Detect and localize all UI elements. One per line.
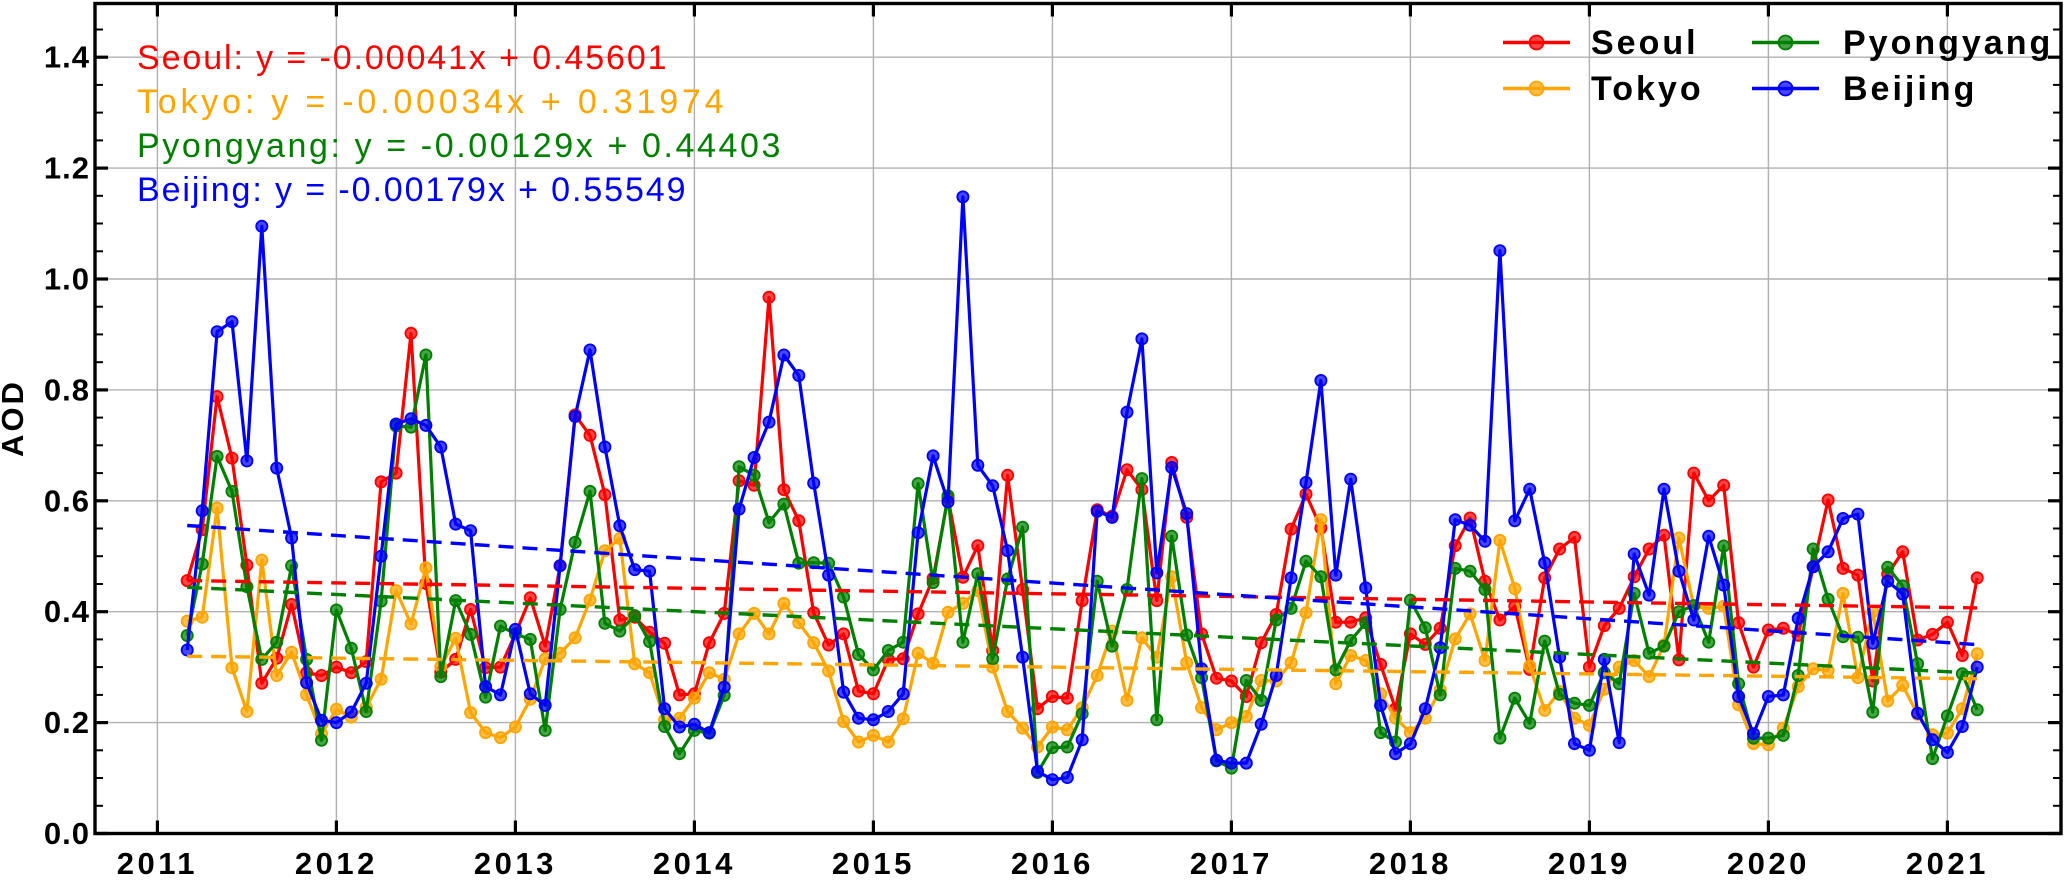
- svg-text:1.2: 1.2: [44, 151, 90, 186]
- svg-text:Tokyo: Tokyo: [1591, 70, 1704, 108]
- svg-text:2017: 2017: [1190, 846, 1273, 875]
- svg-text:0.2: 0.2: [44, 705, 90, 740]
- svg-text:2012: 2012: [295, 846, 378, 875]
- svg-text:2015: 2015: [832, 846, 915, 875]
- svg-text:Seoul: Seoul: [1591, 24, 1699, 62]
- svg-text:2016: 2016: [1011, 846, 1094, 875]
- svg-text:1.4: 1.4: [44, 40, 90, 75]
- svg-text:1.0: 1.0: [44, 262, 90, 297]
- svg-text:2013: 2013: [474, 846, 557, 875]
- svg-text:Tokyo: y = -0.00034x + 0.31974: Tokyo: y = -0.00034x + 0.31974: [137, 83, 727, 121]
- svg-text:Beijing: y = -0.00179x + 0.555: Beijing: y = -0.00179x + 0.55549: [137, 171, 687, 209]
- svg-text:0.4: 0.4: [44, 594, 90, 629]
- svg-text:2018: 2018: [1369, 846, 1452, 875]
- svg-text:0.6: 0.6: [44, 483, 90, 518]
- svg-text:Pyongyang: y = -0.00129x + 0.4: Pyongyang: y = -0.00129x + 0.44403: [137, 127, 783, 165]
- svg-text:Seoul: y = -0.00041x + 0.45601: Seoul: y = -0.00041x + 0.45601: [137, 39, 668, 77]
- svg-text:2021: 2021: [1906, 846, 1989, 875]
- svg-text:2011: 2011: [117, 846, 198, 875]
- svg-text:Pyongyang: Pyongyang: [1843, 24, 2053, 62]
- svg-text:2019: 2019: [1548, 846, 1631, 875]
- svg-text:AOD: AOD: [0, 379, 30, 457]
- svg-text:Beijing: Beijing: [1843, 70, 1977, 108]
- svg-text:2014: 2014: [653, 846, 736, 875]
- svg-text:0.8: 0.8: [44, 372, 90, 407]
- svg-text:2020: 2020: [1727, 846, 1810, 875]
- svg-text:0.0: 0.0: [44, 816, 90, 851]
